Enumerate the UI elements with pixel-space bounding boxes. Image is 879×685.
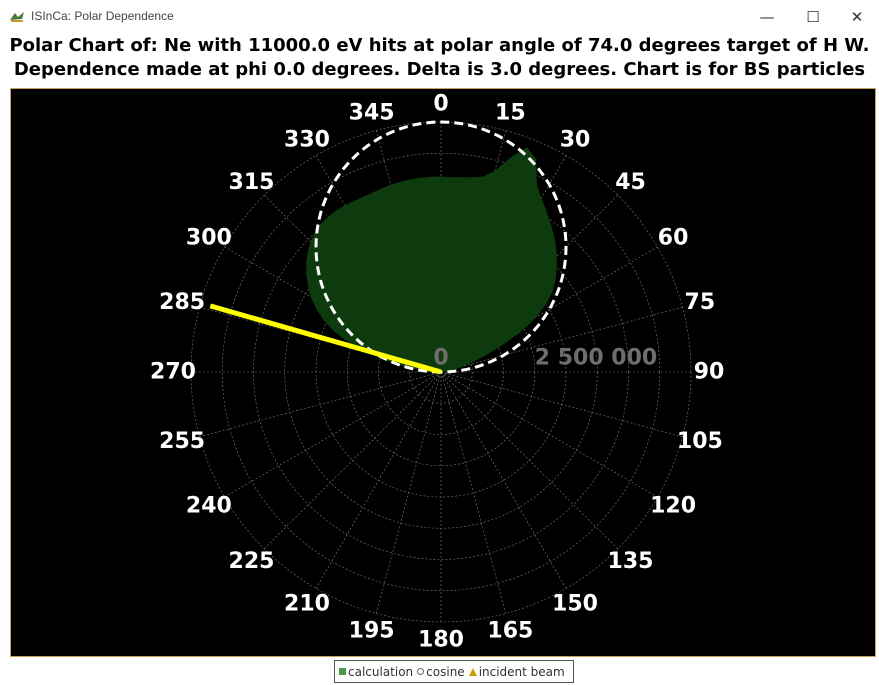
grid-circle xyxy=(221,152,661,592)
grid-circle xyxy=(378,309,504,435)
app-icon xyxy=(10,12,24,22)
angle-label: 240 xyxy=(186,494,232,519)
angle-label: 135 xyxy=(608,549,654,574)
angle-label: 285 xyxy=(159,290,205,315)
minimize-icon[interactable]: — xyxy=(759,8,775,26)
circle-icon xyxy=(417,668,425,675)
angle-label: 180 xyxy=(418,628,464,653)
angle-label: 255 xyxy=(159,429,205,454)
angle-label: 45 xyxy=(615,170,646,195)
angle-label: 120 xyxy=(650,494,696,519)
angle-label: 315 xyxy=(229,170,275,195)
angle-label: 330 xyxy=(284,127,330,152)
incident-beam-layer xyxy=(209,303,442,375)
window-title: ISInCa: Polar Dependence xyxy=(31,9,174,23)
grid-spoke xyxy=(315,371,442,589)
window-titlebar: ISInCa: Polar Dependence — ☐ ✕ xyxy=(0,0,879,34)
radial-label-mid: 2 500 000 xyxy=(535,346,657,371)
cosine-curve xyxy=(314,120,568,374)
radial-label-zero: 0 xyxy=(433,346,448,371)
legend-label: cosine xyxy=(426,664,465,679)
angle-label: 300 xyxy=(186,226,232,251)
calculation-area-layer xyxy=(306,147,557,373)
chart-title: Polar Chart of: Ne with 11000.0 eV hits … xyxy=(0,34,879,82)
grid-spoke xyxy=(199,371,442,437)
green-square-icon xyxy=(339,668,346,675)
calculation-area xyxy=(306,147,557,373)
maximize-icon[interactable]: ☐ xyxy=(806,8,820,26)
angle-label: 75 xyxy=(685,290,716,315)
angle-label-layer: 0 15 30 45 60 75 90 105 120 135 150 165 180 195 210 225… xyxy=(150,92,724,653)
chart-legend: calculation cosine incident beam xyxy=(334,660,574,683)
legend-item-incident-beam: incident beam xyxy=(468,664,565,679)
grid-spoke xyxy=(376,371,442,614)
grid-spoke xyxy=(440,371,567,589)
angle-label: 270 xyxy=(150,360,196,385)
angle-label: 105 xyxy=(677,429,723,454)
grid-spoke xyxy=(440,371,618,549)
close-icon[interactable]: ✕ xyxy=(850,8,864,26)
grid-circle xyxy=(253,184,629,560)
plot-area: 0 15 30 45 60 75 90 105 120 135 150 165 180 195 210 225… xyxy=(10,88,876,657)
grid-spoke xyxy=(440,371,683,437)
grid-spoke xyxy=(440,371,658,498)
angle-label: 0 xyxy=(433,92,448,117)
angle-label: 345 xyxy=(349,101,395,126)
legend-label: incident beam xyxy=(478,664,565,679)
angle-label: 60 xyxy=(658,226,689,251)
polar-chart: 0 15 30 45 60 75 90 105 120 135 150 165 180 195 210 225… xyxy=(150,92,724,653)
grid-spoke xyxy=(264,371,442,549)
incident-beam-line xyxy=(209,303,442,375)
angle-label: 225 xyxy=(229,549,275,574)
cosine-curve-layer xyxy=(314,120,568,374)
grid-spoke xyxy=(440,371,506,614)
grid-spoke xyxy=(440,307,683,373)
angle-label: 150 xyxy=(552,592,598,617)
angle-label: 90 xyxy=(694,360,725,385)
legend-label: calculation xyxy=(348,664,414,679)
angle-label: 15 xyxy=(495,101,526,126)
angle-label: 195 xyxy=(349,618,395,643)
angle-label: 165 xyxy=(487,618,533,643)
angle-label: 210 xyxy=(284,592,330,617)
angle-label: 30 xyxy=(560,127,591,152)
chart-title-line-1: Polar Chart of: Ne with 11000.0 eV hits … xyxy=(9,35,870,56)
chart-title-line-2: Dependence made at phi 0.0 degrees. Delt… xyxy=(13,59,866,80)
grid-circle xyxy=(409,340,473,404)
legend-item-cosine: cosine xyxy=(417,665,465,679)
grid-spoke xyxy=(224,371,442,498)
legend-item-calculation: calculation xyxy=(339,665,413,679)
triangle-icon xyxy=(468,667,477,676)
